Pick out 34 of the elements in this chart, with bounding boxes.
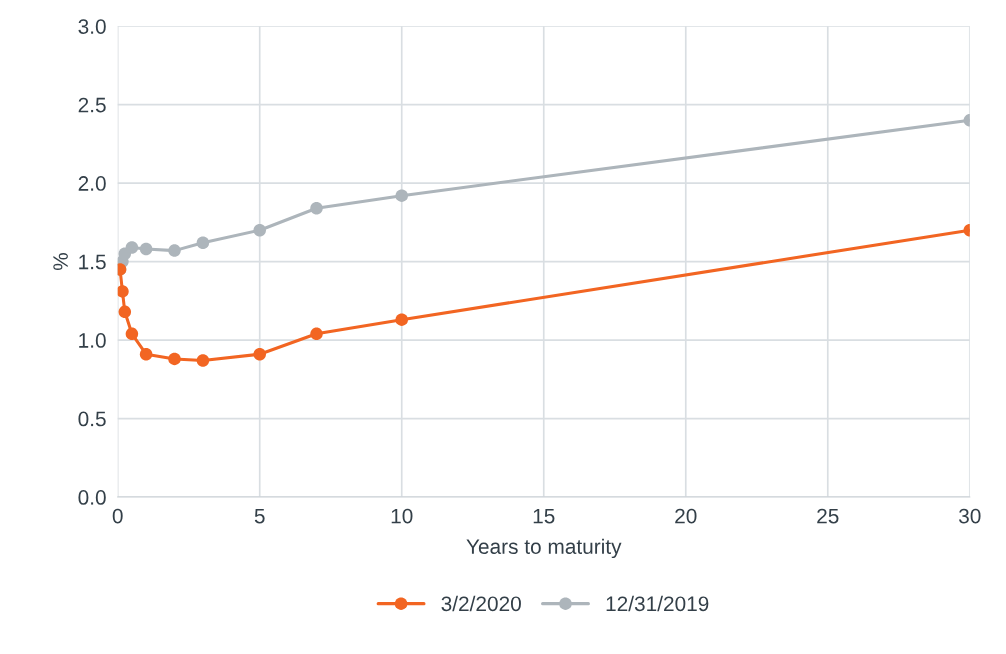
point — [118, 305, 132, 319]
x-tick-label: 10 — [391, 508, 413, 524]
y-tick-label: 2.0 — [78, 176, 106, 191]
x-tick-label: 5 — [254, 508, 265, 524]
point — [125, 327, 139, 341]
y-tick-label: 0.0 — [78, 490, 106, 505]
x-tick-label: 25 — [817, 508, 839, 524]
point — [253, 347, 266, 361]
point — [125, 241, 139, 254]
point — [117, 285, 129, 298]
point — [310, 327, 323, 341]
y-tick-label: 1.0 — [79, 333, 106, 348]
point — [139, 242, 153, 256]
x-tick-label: 30 — [958, 508, 981, 524]
point — [395, 189, 408, 202]
point — [395, 313, 408, 326]
x-tick-label: 20 — [675, 508, 697, 524]
point — [196, 236, 210, 250]
y-tick-label: 2.5 — [78, 97, 106, 113]
point — [196, 354, 210, 367]
y-tick-label: 0.5 — [78, 411, 106, 427]
point — [168, 352, 181, 366]
x-axis-title: Years to maturity — [466, 538, 622, 559]
x-tick-label: 0 — [112, 508, 123, 524]
legend-label: 12/31/2019 — [606, 595, 709, 612]
y-axis-title: % — [53, 253, 68, 271]
point — [168, 244, 181, 257]
legend-label: 3/2/2020 — [441, 595, 521, 612]
point — [253, 223, 266, 237]
point — [310, 201, 323, 215]
x-tick-label: 15 — [533, 508, 555, 524]
y-tick-label: 3.0 — [78, 19, 106, 34]
point — [139, 347, 153, 361]
y-tick-label: 1.5 — [79, 254, 106, 270]
